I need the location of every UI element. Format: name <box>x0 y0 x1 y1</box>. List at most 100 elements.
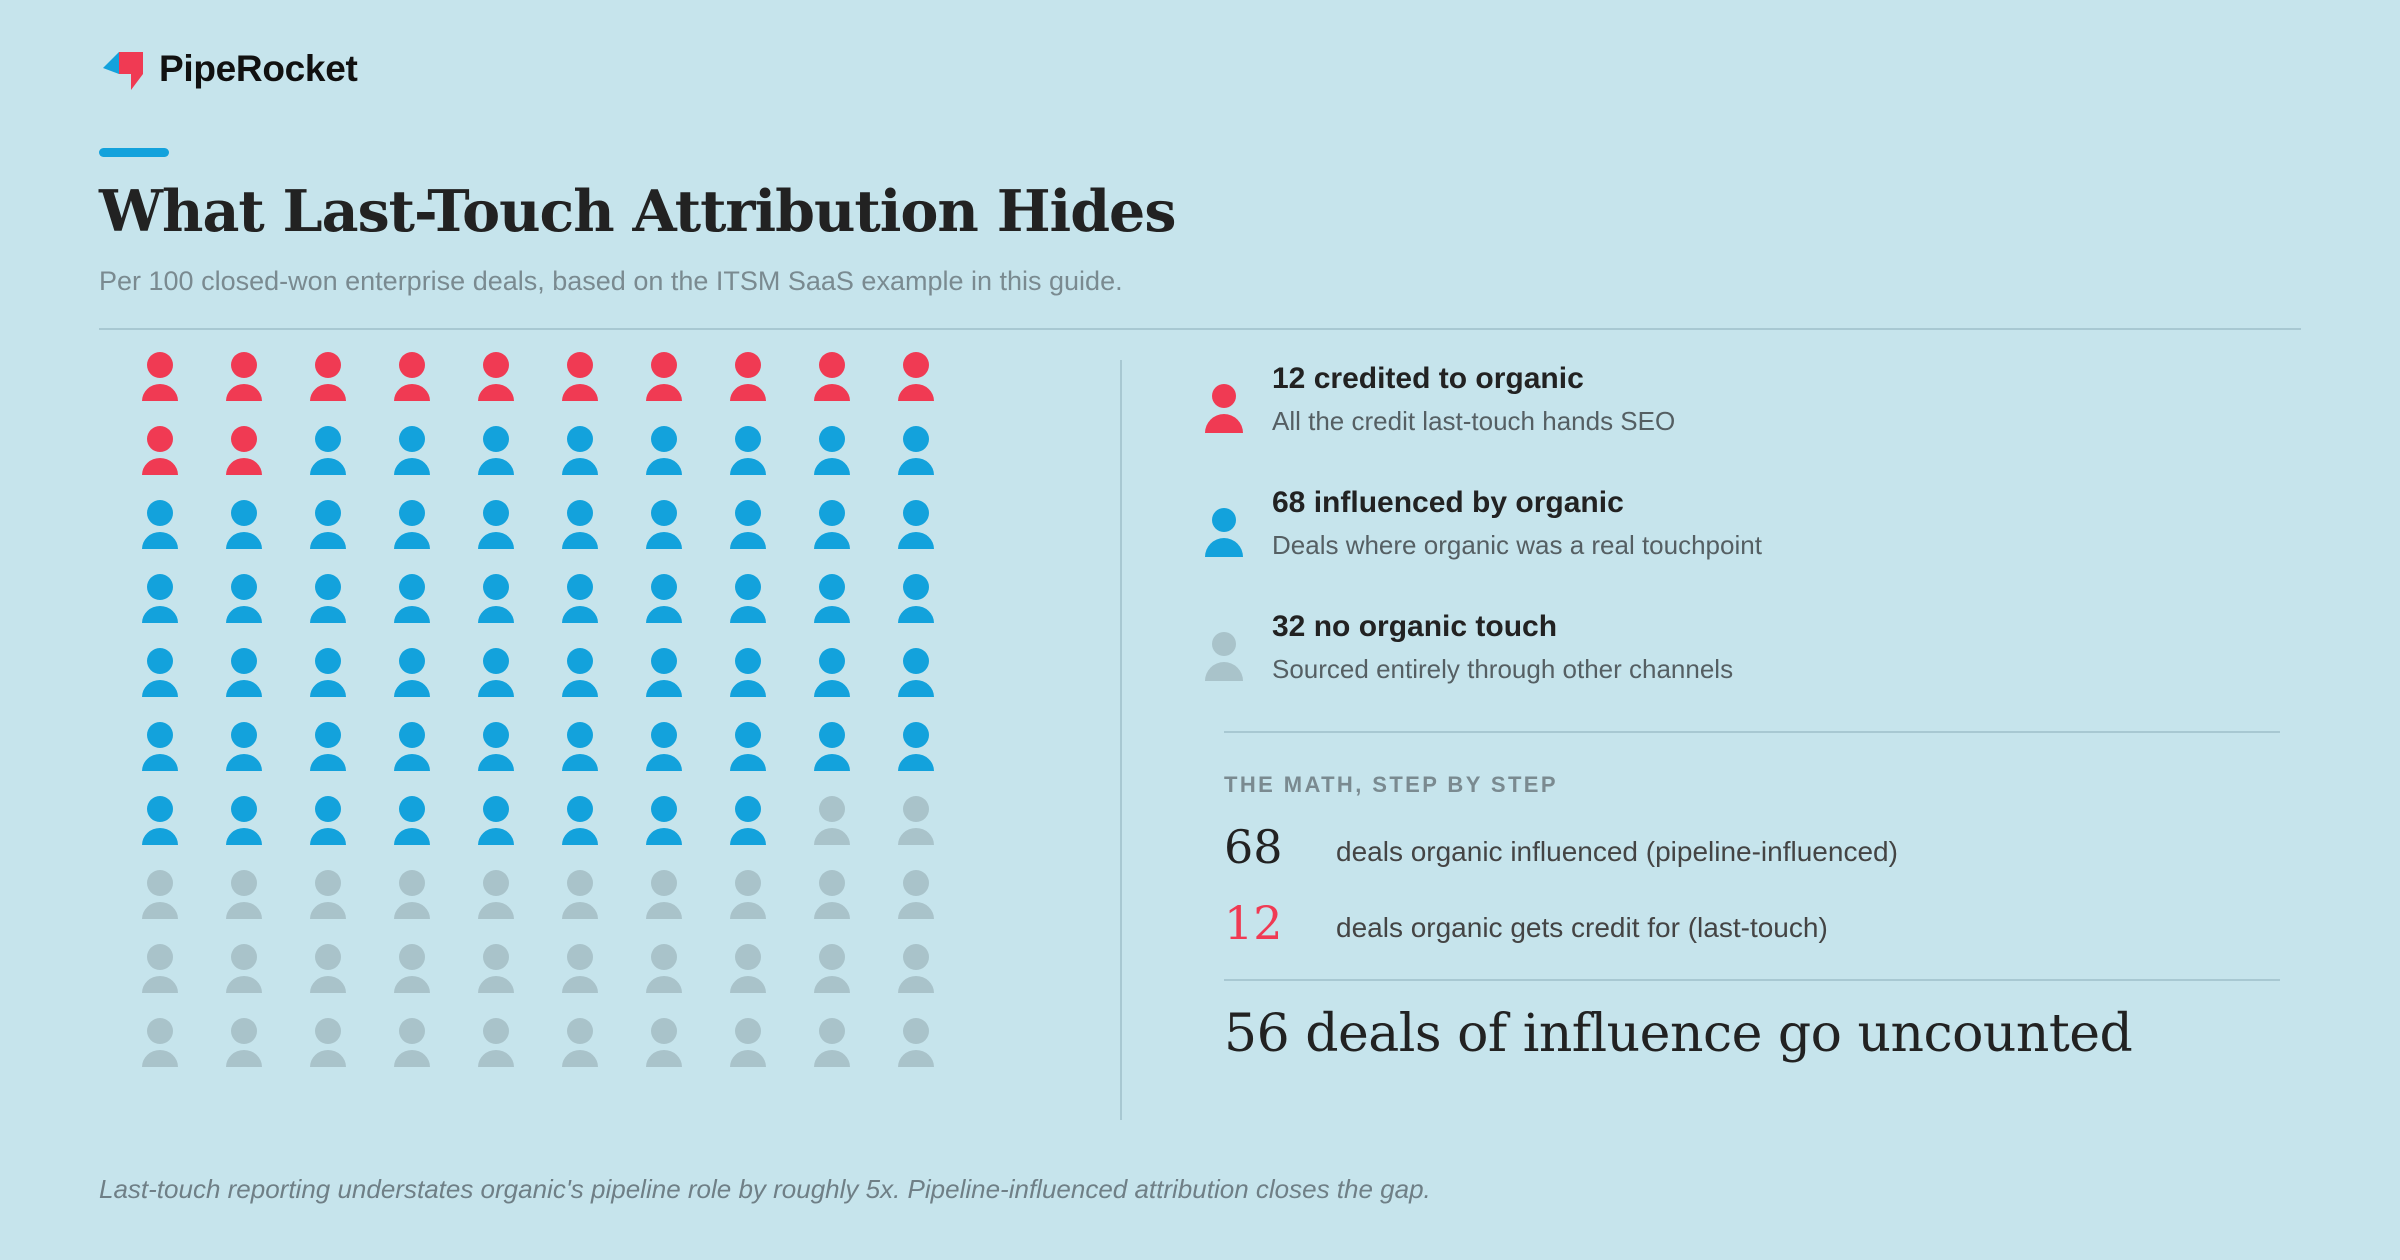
person-icon <box>1205 384 1243 433</box>
legend-title: 68 influenced by organic <box>1272 486 1624 519</box>
person-icon-influenced <box>142 574 178 623</box>
person-icon-influenced <box>646 796 682 845</box>
person-icon-influenced <box>814 500 850 549</box>
person-icon-no-touch <box>478 870 514 919</box>
person-icon-influenced <box>394 426 430 475</box>
person-icon-influenced <box>562 796 598 845</box>
person-icon-no-touch <box>226 944 262 993</box>
person-icon-influenced <box>562 722 598 771</box>
person-icon-influenced <box>226 796 262 845</box>
person-icon-influenced <box>478 648 514 697</box>
person-icon-credited <box>310 352 346 401</box>
person-icon-influenced <box>394 574 430 623</box>
person-icon-credited <box>394 352 430 401</box>
waffle-chart <box>142 352 934 1067</box>
math-number: 68 <box>1224 820 1283 874</box>
person-icon-no-touch <box>478 944 514 993</box>
person-icon-influenced <box>814 426 850 475</box>
conclusion-text: 56 deals of influence go uncounted <box>1224 1004 2133 1064</box>
legend-item-influenced: 68 influenced by organic Deals where org… <box>1200 486 2300 610</box>
person-icon-no-touch <box>646 1018 682 1067</box>
legend-item-credited: 12 credited to organic All the credit la… <box>1200 362 2300 486</box>
person-icon-no-touch <box>646 944 682 993</box>
person-icon-influenced <box>226 648 262 697</box>
person-icon-no-touch <box>394 1018 430 1067</box>
person-icon-influenced <box>478 500 514 549</box>
person-icon-influenced <box>898 500 934 549</box>
person-icon-influenced <box>898 426 934 475</box>
person-icon-credited <box>142 352 178 401</box>
person-icon-no-touch <box>226 1018 262 1067</box>
person-icon-influenced <box>898 648 934 697</box>
person-icon-no-touch <box>142 870 178 919</box>
person-icon-influenced <box>730 722 766 771</box>
person-icon-influenced <box>310 574 346 623</box>
person-icon-influenced <box>730 426 766 475</box>
person-icon-influenced <box>478 722 514 771</box>
person-icon-no-touch <box>898 944 934 993</box>
chart-legend: 12 credited to organic All the credit la… <box>1200 362 2300 734</box>
person-icon-no-touch <box>562 870 598 919</box>
person-icon-influenced <box>310 722 346 771</box>
person-icon-no-touch <box>562 1018 598 1067</box>
person-icon-influenced <box>646 426 682 475</box>
person-icon-no-touch <box>142 944 178 993</box>
vertical-divider <box>1120 360 1122 1120</box>
person-icon-no-touch <box>814 796 850 845</box>
conclusion-divider <box>1224 979 2280 981</box>
legend-description: Sourced entirely through other channels <box>1272 654 1734 684</box>
legend-description: All the credit last-touch hands SEO <box>1272 406 1676 436</box>
person-icon-no-touch <box>730 1018 766 1067</box>
person-icon-influenced <box>814 722 850 771</box>
person-icon-influenced <box>562 426 598 475</box>
person-icon-influenced <box>226 574 262 623</box>
person-icon-influenced <box>394 796 430 845</box>
person-icon-influenced <box>394 648 430 697</box>
person-icon-influenced <box>394 500 430 549</box>
person-icon-credited <box>814 352 850 401</box>
person-icon <box>1205 632 1243 681</box>
person-icon-influenced <box>814 574 850 623</box>
person-icon-influenced <box>478 426 514 475</box>
math-number: 12 <box>1224 896 1283 950</box>
person-icon-no-touch <box>310 1018 346 1067</box>
brand-name: PipeRocket <box>159 48 358 89</box>
page-subtitle: Per 100 closed-won enterprise deals, bas… <box>99 266 1123 296</box>
person-icon-no-touch <box>898 1018 934 1067</box>
person-icon-influenced <box>142 500 178 549</box>
person-icon-no-touch <box>562 944 598 993</box>
person-icon-influenced <box>562 648 598 697</box>
person-icon-influenced <box>730 648 766 697</box>
person-icon-credited <box>226 426 262 475</box>
brand-logo: PipeRocket <box>99 46 358 92</box>
person-icon-no-touch <box>394 870 430 919</box>
person-icon-no-touch <box>310 870 346 919</box>
person-icon-credited <box>730 352 766 401</box>
person-icon-no-touch <box>814 870 850 919</box>
math-label: deals organic influenced (pipeline-influ… <box>1336 836 1898 867</box>
person-icon-influenced <box>646 722 682 771</box>
person-icon-influenced <box>142 648 178 697</box>
person-icon-influenced <box>142 796 178 845</box>
person-icon-influenced <box>730 796 766 845</box>
person-icon-credited <box>142 426 178 475</box>
person-icon-influenced <box>646 574 682 623</box>
math-heading: THE MATH, STEP BY STEP <box>1224 772 1558 797</box>
person-icon-influenced <box>814 648 850 697</box>
person-icon-influenced <box>310 648 346 697</box>
person-icon-no-touch <box>478 1018 514 1067</box>
header-divider <box>99 328 2301 330</box>
person-icon-influenced <box>730 500 766 549</box>
legend-description: Deals where organic was a real touchpoin… <box>1272 530 1762 560</box>
person-icon-no-touch <box>394 944 430 993</box>
person-icon-credited <box>562 352 598 401</box>
person-icon-influenced <box>310 426 346 475</box>
person-icon-no-touch <box>142 1018 178 1067</box>
person-icon-influenced <box>142 722 178 771</box>
rocket-logo-icon <box>103 52 143 90</box>
page-title: What Last-Touch Attribution Hides <box>99 178 1176 245</box>
person-icon-no-touch <box>646 870 682 919</box>
math-divider <box>1224 731 2280 733</box>
footnote: Last-touch reporting understates organic… <box>99 1174 1431 1204</box>
title-accent-bar <box>99 148 169 157</box>
